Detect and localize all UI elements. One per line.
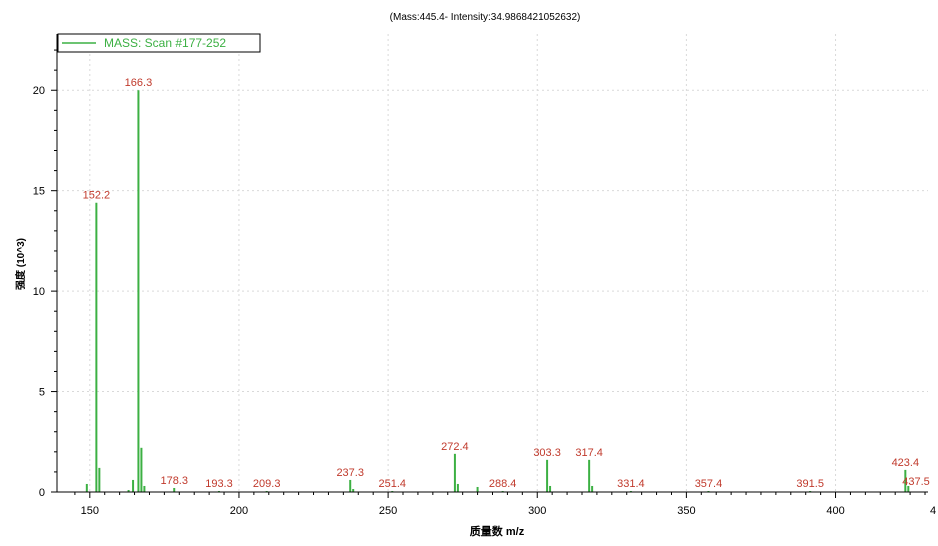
x-axis-label: 质量数 m/z	[470, 524, 525, 538]
peak-label: 237.3	[336, 467, 364, 479]
peak-label: 391.5	[796, 478, 824, 490]
peak-label: 288.4	[489, 478, 517, 490]
peak-label: 166.3	[125, 77, 153, 89]
y-ticks: 0 5 10 15 20	[33, 49, 57, 499]
x-tick-label: 200	[230, 505, 248, 517]
peak-bars	[85, 90, 910, 492]
peak-label: 437.5	[902, 476, 930, 488]
peak-label: 178.3	[160, 475, 188, 487]
legend-label: MASS: Scan #177-252	[104, 36, 226, 50]
x-tick-label: 300	[528, 505, 546, 517]
y-tick-label: 10	[33, 286, 45, 298]
peak-label: 152.2	[83, 190, 111, 202]
peak-label: 357.4	[695, 478, 723, 490]
chart-title: (Mass:445.4- Intensity:34.9868421052632)	[390, 12, 581, 23]
plot-background	[57, 34, 928, 492]
x-tick-label: 150	[81, 505, 99, 517]
peak-label: 317.4	[575, 447, 603, 459]
legend: MASS: Scan #177-252	[57, 33, 261, 53]
peak-label: 423.4	[892, 457, 920, 469]
y-tick-label: 0	[39, 487, 45, 499]
peak-label: 272.4	[441, 441, 469, 453]
peak-labels: 152.2 166.3 178.3 193.3 209.3 237.3 251.4 272.4…	[83, 77, 930, 490]
peak-label: 251.4	[379, 478, 407, 490]
x-edge-tick-label: 4	[930, 505, 936, 517]
y-tick-label: 5	[39, 387, 45, 399]
x-tick-label: 250	[379, 505, 397, 517]
x-tick-label: 400	[826, 505, 844, 517]
y-tick-label: 15	[33, 186, 45, 198]
y-tick-label: 20	[33, 85, 45, 97]
x-ticks: 150 200 250 300 350 400	[74, 492, 926, 517]
y-axis-label: 强度 (10^3)	[14, 238, 27, 290]
peak-label: 303.3	[533, 447, 561, 459]
peak-label: 209.3	[253, 478, 281, 490]
x-tick-label: 350	[677, 505, 695, 517]
peak-label: 193.3	[205, 478, 233, 490]
peak-label: 331.4	[617, 478, 645, 490]
legend-box	[57, 33, 261, 53]
